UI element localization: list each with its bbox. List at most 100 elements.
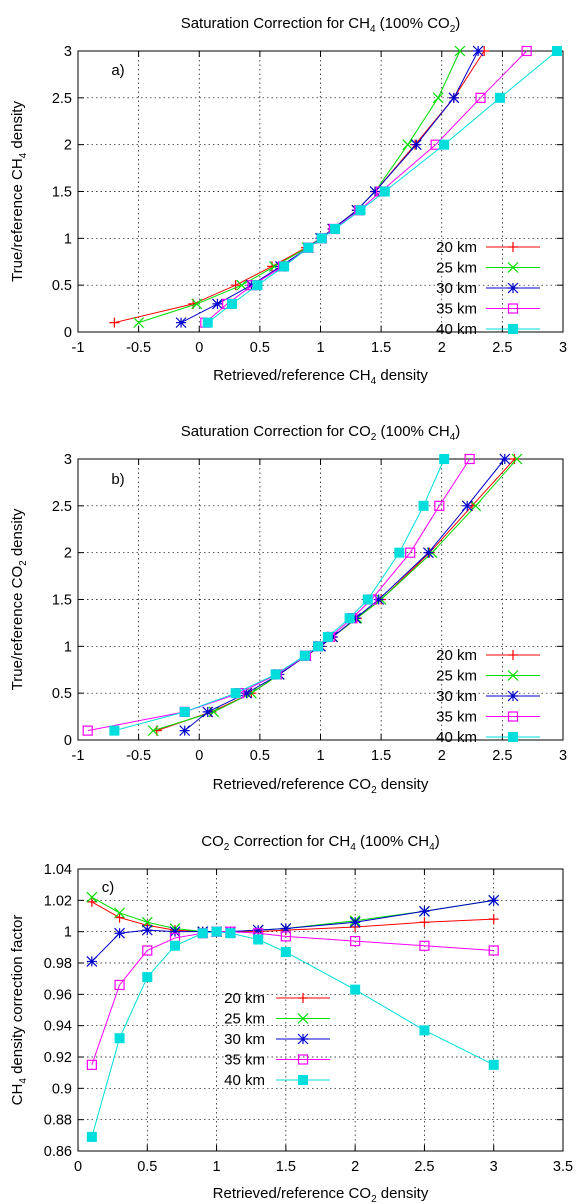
data-point [350,984,361,995]
legend-label: 20 km [436,647,477,664]
chart-title: CO2 Correction for CH4 (100% CH4) [201,833,439,853]
data-point [344,613,355,624]
data-point [303,242,314,253]
x-tick-label: 0.5 [250,340,270,356]
chart-panel-c: 0 0.5 1 1.5 2 2.5 3 3.5 0.86 0.88 0.9 0.92 0.94 0.96 0… [9,833,573,1204]
y-tick-label: 0.94 [44,1019,72,1035]
legend-marker [297,1054,309,1065]
y-tick-label: 1.5 [52,593,72,609]
data-point [373,594,385,605]
legend-label: 25 km [224,1011,265,1028]
data-point [419,940,430,951]
panel-label: a) [111,62,124,79]
data-point [179,706,190,717]
legend-marker [507,262,519,273]
chart-title: Saturation Correction for CH4 (100% CO2) [181,15,461,35]
y-tick-label: 1.04 [44,862,72,878]
legend-label: 35 km [224,1052,265,1069]
y-tick-label: 0.92 [44,1050,72,1066]
legend-label: 25 km [436,668,477,685]
data-point [405,547,416,558]
y-axis-label: True/reference CO2 density [9,508,29,690]
y-tick-label: 2.5 [52,91,72,107]
x-tick-label: 2.5 [492,748,512,764]
series-line [114,50,485,324]
legend-marker [508,242,518,252]
data-point [270,669,281,680]
data-point [252,280,263,291]
x-tick-label: 1 [213,1159,221,1175]
y-axis-label: True/reference CH4 density [9,101,29,282]
y-tick-label: 0 [64,325,72,341]
legend-label: 30 km [436,280,477,297]
x-tick-label: 2 [438,748,446,764]
legend-label: 35 km [436,709,477,726]
legend-label: 20 km [224,990,265,1007]
x-tick-label: 1.5 [371,748,391,764]
x-tick-label: 2 [351,1159,359,1175]
data-point [464,453,475,465]
series-40-km [109,454,450,736]
legend-marker [507,690,519,702]
y-tick-label: 2 [64,546,72,562]
legend-label: 40 km [224,1072,265,1089]
x-tick-label: 2 [438,340,446,356]
legend-label: 30 km [224,1031,265,1048]
x-axis-label: Retrieved/reference CO2 density [213,776,429,796]
x-tick-label: -1 [72,340,85,356]
data-point [475,92,486,103]
legend-marker [297,1013,309,1024]
chart-title: Saturation Correction for CO2 (100% CH4) [181,423,461,443]
data-point [369,186,381,197]
data-point [241,687,252,699]
data-point [142,972,153,983]
data-point [488,1059,499,1070]
data-point [252,924,264,936]
data-point [488,914,499,925]
data-point [179,725,191,737]
series-40-km [202,46,562,328]
x-tick-label: 1.5 [371,340,391,356]
data-point [279,261,290,272]
legend-marker [507,670,519,681]
y-tick-label: 3 [64,452,72,468]
x-tick-label: 3 [559,340,567,356]
data-point [133,317,145,329]
x-tick-label: -0.5 [126,340,151,356]
data-point [419,917,430,928]
legend-label: 20 km [436,239,477,256]
data-point [114,907,125,919]
data-point [202,706,214,718]
legend-marker [507,282,519,294]
data-point [521,45,532,57]
y-tick-label: 0.9 [52,1081,72,1097]
data-point [280,947,291,958]
data-point [169,926,181,938]
plot-frame [77,868,564,1152]
y-tick-label: 1 [64,925,72,941]
legend-marker [508,732,518,742]
data-point [225,928,236,939]
data-point [86,1059,97,1070]
data-point [488,894,500,906]
data-point [432,92,444,104]
data-point [439,454,450,464]
legend-marker [298,1075,308,1085]
series-40-km [86,926,499,1142]
data-point [454,45,466,57]
data-point [439,139,450,150]
data-point [461,500,473,512]
data-point [109,725,120,736]
legend-marker [297,1033,309,1045]
data-point [313,641,324,652]
legend-marker [508,650,518,660]
x-tick-label: 2.5 [414,1159,434,1175]
legend-label: 30 km [436,688,477,705]
data-point [191,298,203,310]
legend-label: 40 km [436,321,477,338]
y-axis-label: CH4 density correction factor [9,915,29,1106]
x-tick-label: 1 [316,748,324,764]
data-point [299,650,310,661]
x-tick-label: 3 [490,1159,498,1175]
data-point [394,547,405,558]
